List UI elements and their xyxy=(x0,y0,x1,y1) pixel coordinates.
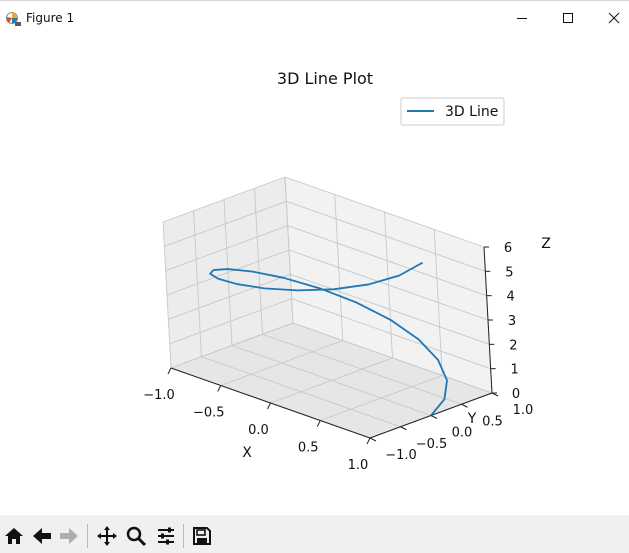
series-layer xyxy=(209,261,448,417)
x-tick-mark xyxy=(366,437,371,445)
z-axis-label: Z xyxy=(541,236,551,252)
x-tick-mark xyxy=(167,367,172,375)
grid-line-z-side xyxy=(168,273,291,320)
maximize-button[interactable] xyxy=(545,1,591,35)
y-tick-mark xyxy=(369,437,377,442)
grid-line-y-floor xyxy=(262,333,462,405)
x-tick-mark xyxy=(217,385,222,392)
grid-line-y-floor xyxy=(201,356,401,428)
title-bar[interactable]: Figure 1 xyxy=(0,1,629,35)
legend-label: 3D Line xyxy=(445,104,498,120)
z-tick-label: 6 xyxy=(504,241,512,256)
legend[interactable]: 3D Line xyxy=(400,97,505,126)
x-tick-label: 0.0 xyxy=(248,423,269,438)
zoom-button[interactable] xyxy=(124,524,148,548)
matplotlib-figure-icon xyxy=(6,12,21,26)
close-button[interactable] xyxy=(591,1,629,35)
back-button[interactable] xyxy=(30,524,54,548)
pan-button[interactable] xyxy=(95,524,119,548)
z-axis-ticks: 0 1 2 3 4 5 6 xyxy=(484,241,520,402)
3d-line-chart[interactable]: 3D Line Plot 3D Line −1.0−0.50.00.51.0 −… xyxy=(0,35,629,515)
grid-line-z-back xyxy=(292,322,493,394)
grid-line-z-back xyxy=(290,273,490,345)
grid-line-z-side xyxy=(165,225,288,272)
zoom-icon xyxy=(126,526,147,547)
forward-button[interactable] xyxy=(57,524,81,548)
y-axis-label: Y xyxy=(467,411,477,427)
toolbar-separator xyxy=(183,524,184,548)
plot-canvas[interactable]: 3D Line Plot 3D Line −1.0 −0.5 0.0 0.5 1.0 −… xyxy=(0,35,629,515)
grid xyxy=(162,176,493,439)
grid-line-z-side xyxy=(164,200,287,247)
grid-line-z-back xyxy=(291,298,491,370)
pan-icon xyxy=(97,526,117,546)
window-title: Figure 1 xyxy=(26,11,75,25)
y-tick-mark xyxy=(461,403,468,408)
z-tick-label: 0 xyxy=(512,387,520,402)
y-tick-mark xyxy=(430,415,438,419)
grid-line-z-side xyxy=(170,322,294,369)
x-tick-mark xyxy=(316,420,321,427)
y-tick-label: −0.5 xyxy=(416,437,448,452)
maximize-icon xyxy=(563,13,573,23)
y-axis-ticks: −1.0−0.5 0.0 0.5 1.0 xyxy=(369,392,534,463)
x-tick-label: −0.5 xyxy=(193,406,225,421)
navigation-toolbar xyxy=(0,515,629,553)
y-tick-mark xyxy=(400,426,407,431)
save-icon xyxy=(193,527,211,545)
x-tick-label: −1.0 xyxy=(143,388,175,403)
home-icon xyxy=(5,528,23,544)
z-tick-label: 1 xyxy=(511,363,519,378)
grid-line-z-side xyxy=(169,298,292,345)
x-tick-label: 0.5 xyxy=(298,441,319,456)
forward-icon xyxy=(60,528,78,544)
x-axis-label: X xyxy=(242,445,252,461)
subplots-icon xyxy=(158,527,174,545)
x-axis-ticks: −1.0 −0.5 0.0 0.5 1.0 xyxy=(143,367,371,473)
minimize-button[interactable] xyxy=(499,1,545,35)
grid-line-y-floor xyxy=(231,345,432,416)
save-button[interactable] xyxy=(190,524,214,548)
minimize-icon xyxy=(517,18,527,19)
toolbar-separator xyxy=(87,524,88,548)
x-tick-mark xyxy=(267,402,271,410)
grid-line-z-side xyxy=(162,176,286,223)
series-line-3d-line xyxy=(209,261,448,417)
z-tick-label: 4 xyxy=(507,290,515,305)
z-tick-label: 2 xyxy=(509,338,517,353)
z-tick-label: 3 xyxy=(508,314,516,329)
home-button[interactable] xyxy=(2,524,26,548)
z-tick-label: 5 xyxy=(505,265,513,280)
grid-line-z-back xyxy=(288,249,489,321)
grid-line-z-back xyxy=(287,225,487,297)
subplots-button[interactable] xyxy=(154,524,178,548)
grid-line-z-back xyxy=(284,176,485,248)
close-icon xyxy=(608,12,620,24)
x-tick-label: 1.0 xyxy=(348,458,369,473)
y-tick-label: −1.0 xyxy=(385,448,417,463)
back-icon xyxy=(33,528,51,544)
y-tick-label: 1.0 xyxy=(513,403,534,418)
chart-title: 3D Line Plot xyxy=(277,69,373,88)
y-tick-label: 0.0 xyxy=(452,426,473,441)
y-tick-label: 0.5 xyxy=(482,414,503,429)
grid-line-z-side xyxy=(166,249,290,296)
grid-line-z-back xyxy=(286,200,486,272)
